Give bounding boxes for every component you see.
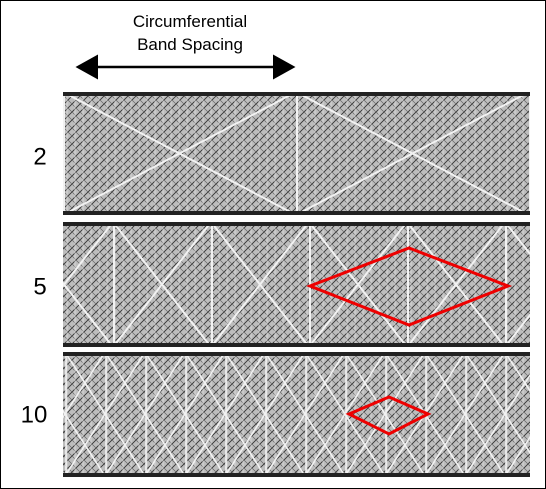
row-label: 2 xyxy=(33,143,46,170)
panel xyxy=(63,352,530,477)
title-line: Circumferential xyxy=(133,12,247,31)
highlight-diamond xyxy=(305,246,513,327)
panel xyxy=(63,222,530,347)
title-line: Band Spacing xyxy=(137,35,243,54)
panel xyxy=(63,92,530,215)
row-label: 5 xyxy=(33,273,46,300)
highlight-diamond xyxy=(345,395,432,436)
row-label: 10 xyxy=(21,401,48,428)
